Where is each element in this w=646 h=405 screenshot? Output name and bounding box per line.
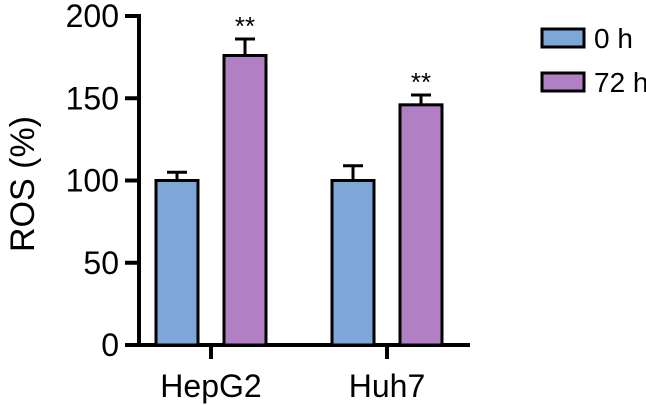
y-tick-label: 0 <box>101 327 119 363</box>
bar-0h-HepG2 <box>154 179 200 347</box>
significance-marker: ** <box>411 67 431 97</box>
x-tick-label: HepG2 <box>160 368 261 404</box>
bar-0h-Huh7 <box>330 179 376 347</box>
y-tick-label: 200 <box>66 0 119 34</box>
error-bars <box>167 37 431 181</box>
y-axis-label: ROS (%) <box>4 116 42 252</box>
legend-label: 0 h <box>594 23 633 54</box>
y-tick-label: 150 <box>66 80 119 116</box>
y-ticks: 0 50 100 150 200 <box>66 0 139 363</box>
bar-72h-Huh7 <box>398 103 444 347</box>
x-axis: HepG2 Huh7 <box>137 343 470 404</box>
significance-annotations: ** ** <box>235 11 431 97</box>
legend-swatch <box>540 71 586 93</box>
legend-label: 72 h <box>594 67 646 98</box>
x-ticks: HepG2 Huh7 <box>160 345 425 404</box>
y-tick-label: 100 <box>66 163 119 199</box>
y-tick-label: 50 <box>83 245 119 281</box>
legend-swatch <box>540 27 586 49</box>
y-axis: 0 50 100 150 200 <box>66 0 141 363</box>
legend: 0 h 72 h <box>540 23 646 98</box>
x-tick-label: Huh7 <box>349 368 426 404</box>
bars <box>154 53 444 347</box>
significance-marker: ** <box>235 11 255 41</box>
bar-72h-HepG2 <box>222 53 268 347</box>
